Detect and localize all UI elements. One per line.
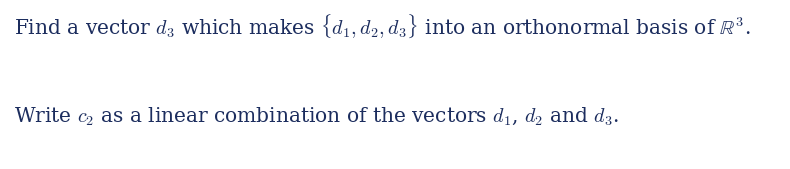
Text: Find a vector $d_3$ which makes $\{d_1, d_2, d_3\}$ into an orthonormal basis of: Find a vector $d_3$ which makes $\{d_1, …: [14, 12, 751, 40]
Text: Write $c_2$ as a linear combination of the vectors $d_1$, $d_2$ and $d_3$.: Write $c_2$ as a linear combination of t…: [14, 105, 619, 127]
